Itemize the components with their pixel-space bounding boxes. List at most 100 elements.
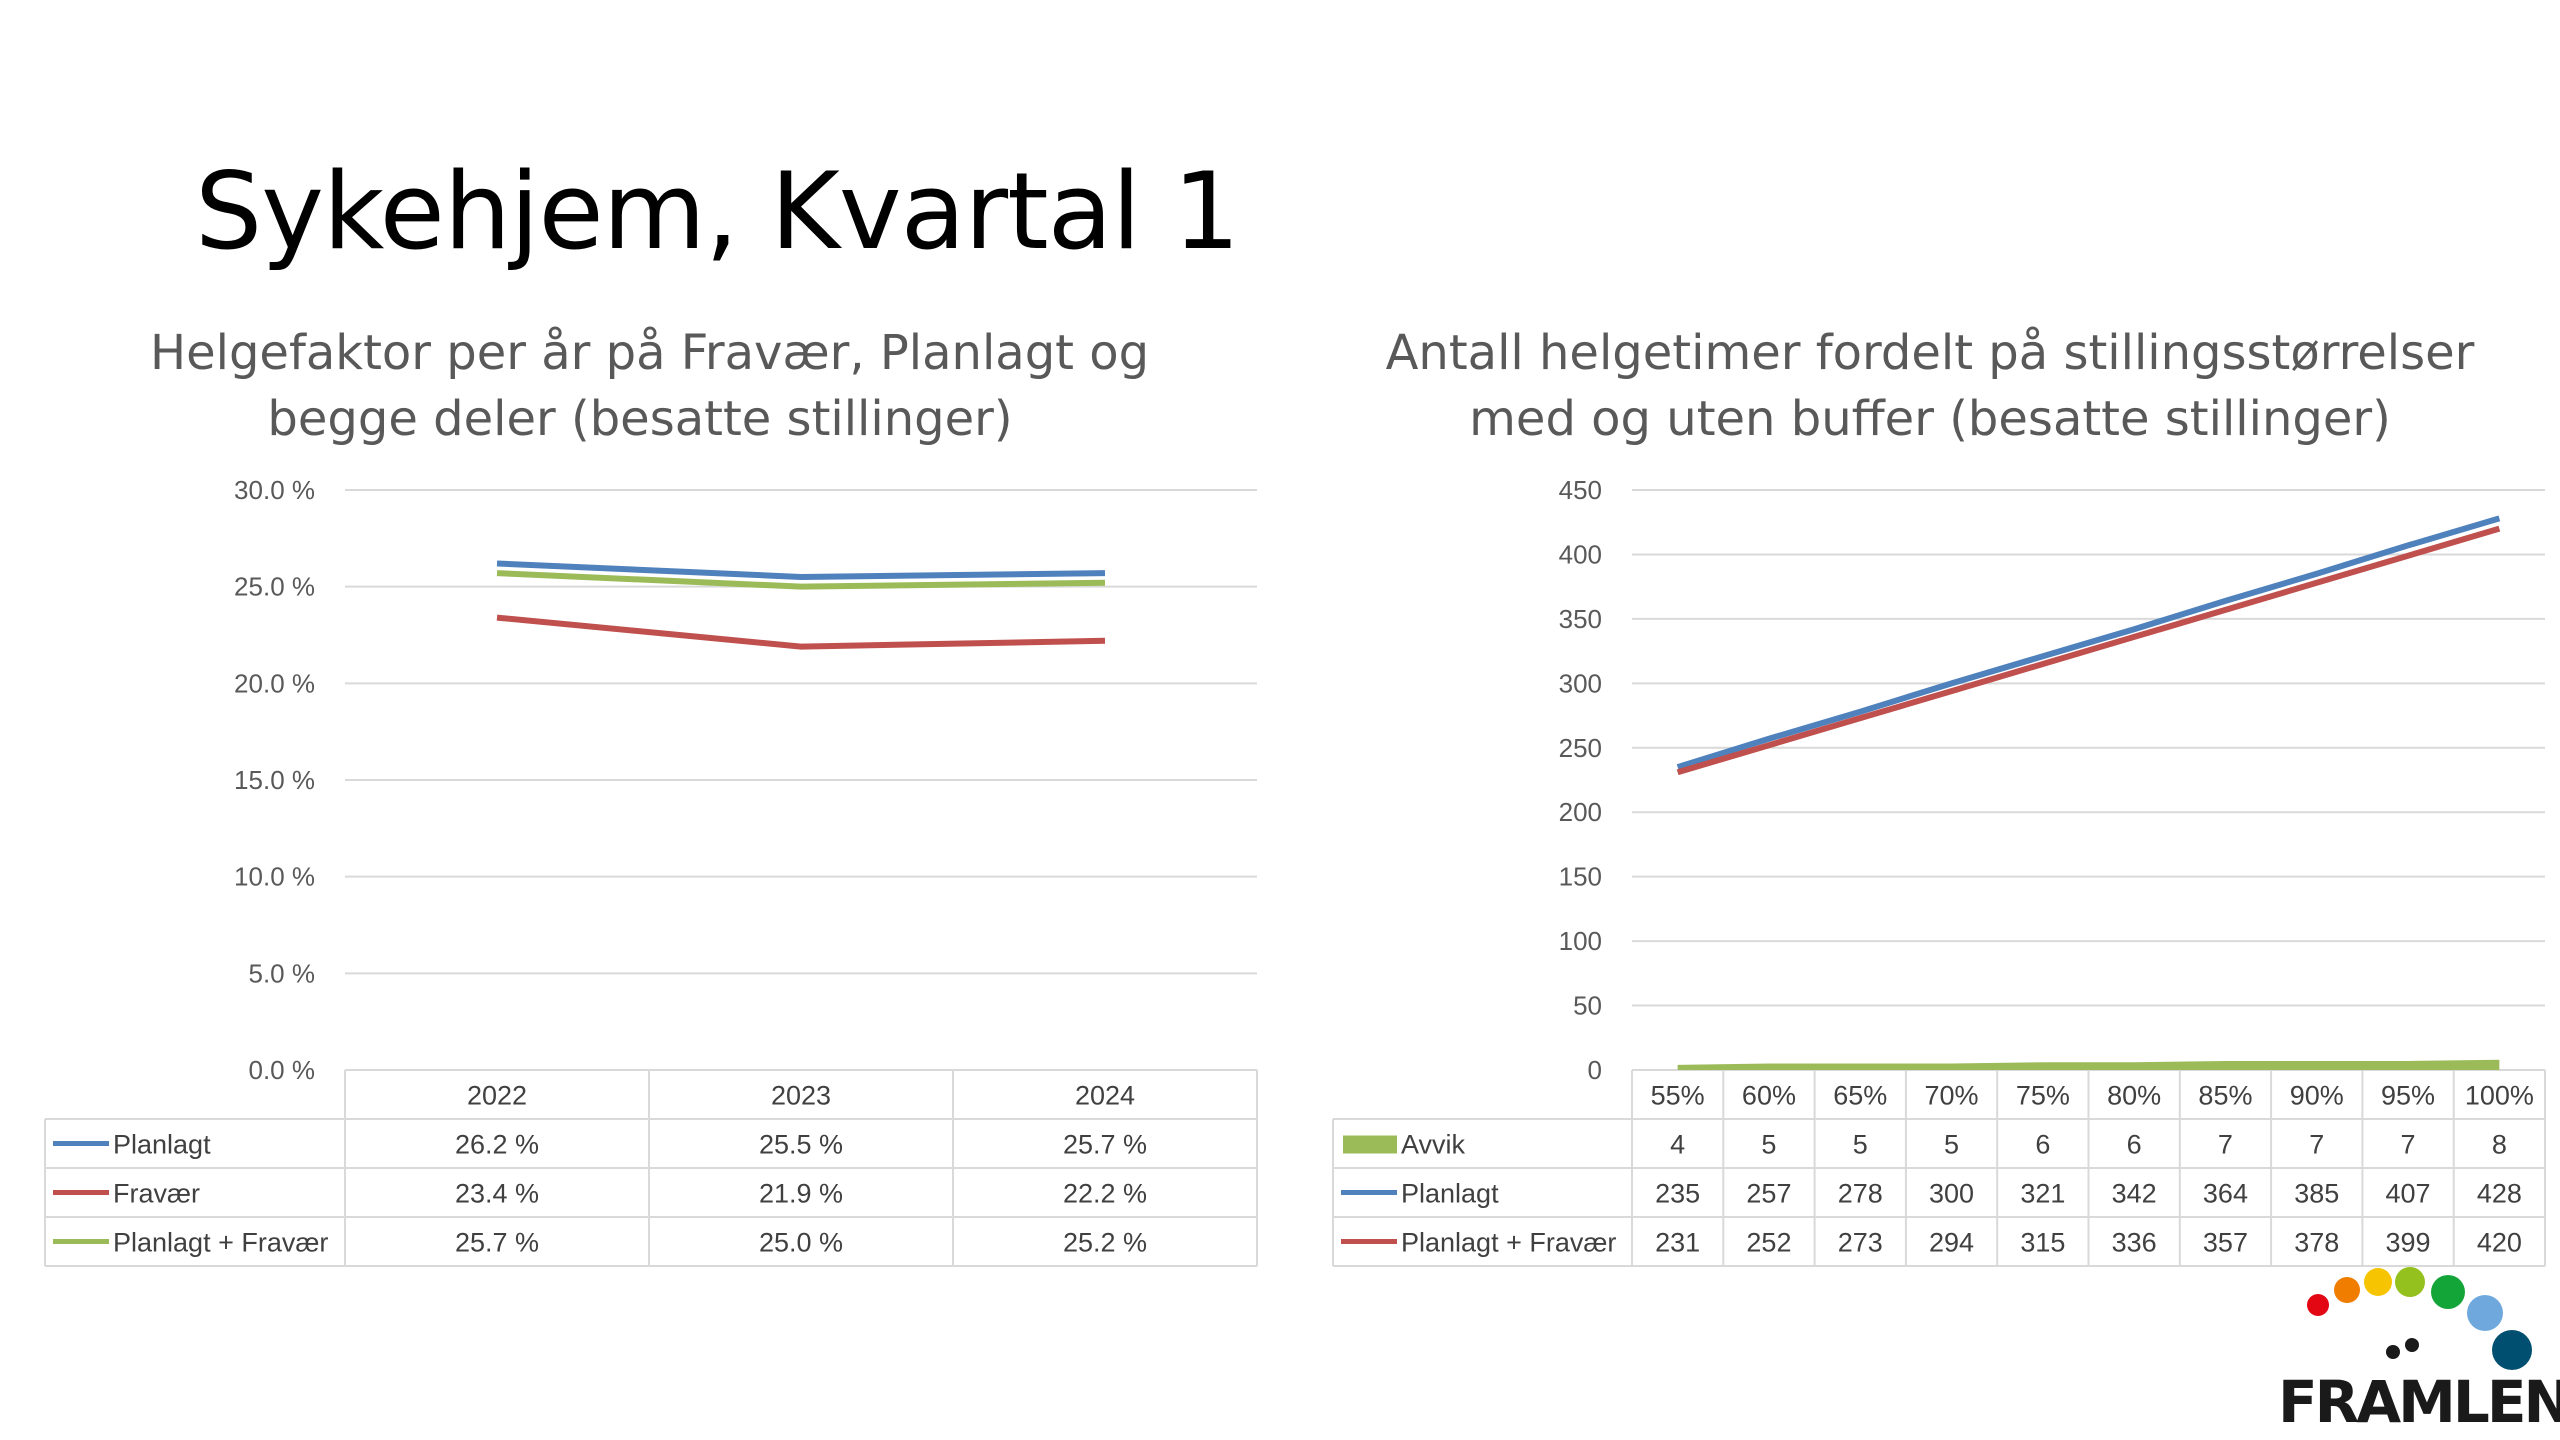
x-category-label: 55%: [1651, 1081, 1705, 1111]
series-line-2: [496, 570, 1106, 590]
y-tick-label: 25.0 %: [234, 572, 315, 602]
data-value-cell: 25.7 %: [1063, 1130, 1147, 1160]
data-value-cell: 278: [1838, 1179, 1883, 1209]
y-tick-label: 5.0 %: [249, 958, 316, 988]
x-category-label: 2024: [1075, 1081, 1135, 1111]
y-tick-label: 350: [1559, 604, 1602, 634]
data-value-cell: 5: [1944, 1130, 1959, 1160]
data-value-cell: 7: [2401, 1130, 2416, 1160]
data-value-cell: 336: [2112, 1228, 2157, 1258]
data-value-cell: 273: [1838, 1228, 1883, 1258]
legend-series-name: Avvik: [1401, 1130, 1466, 1160]
y-tick-label: 0: [1588, 1055, 1602, 1085]
y-tick-label: 250: [1559, 733, 1602, 763]
x-category-label: 2023: [771, 1081, 831, 1111]
data-value-cell: 6: [2127, 1130, 2142, 1160]
chart-2-title: Antall helgetimer fordelt på stillingsst…: [1380, 320, 2480, 452]
x-category-label: 90%: [2290, 1081, 2344, 1111]
legend-series-name: Planlagt + Fravær: [113, 1228, 328, 1258]
chart-1-title-line-1: Helgefaktor per år på Fravær, Planlagt o…: [150, 325, 1150, 381]
series-line-0: [496, 560, 1106, 580]
logo-dot: [2405, 1338, 2419, 1352]
logo-wordmark: FRAMLENT: [2278, 1368, 2560, 1436]
data-value-cell: 8: [2492, 1130, 2507, 1160]
chart-1-title-line-2: begge deler (besatte stillinger): [267, 391, 1013, 447]
data-value-cell: 5: [1761, 1130, 1776, 1160]
legend-key-avvik: [1343, 1135, 1397, 1154]
x-category-label: 60%: [1742, 1081, 1796, 1111]
chart-2-title-line-1: Antall helgetimer fordelt på stillingsst…: [1385, 325, 2475, 381]
y-tick-label: 300: [1559, 668, 1602, 698]
data-value-cell: 252: [1746, 1228, 1791, 1258]
data-value-cell: 25.0 %: [759, 1228, 843, 1258]
data-value-cell: 407: [2386, 1179, 2431, 1209]
series-area-avvik: [1677, 1059, 2500, 1070]
y-tick-label: 50: [1573, 991, 1602, 1021]
data-value-cell: 428: [2477, 1179, 2522, 1209]
chart-1-helgefaktor: 30.0 % 25.0 % 20.0 % 15.0 % 10.0 % 5.0 % 0.0 %…: [44, 475, 1258, 1267]
data-value-cell: 22.2 %: [1063, 1179, 1147, 1209]
y-tick-label: 100: [1559, 926, 1602, 956]
x-category-label: 100%: [2465, 1081, 2534, 1111]
data-value-cell: 23.4 %: [455, 1179, 539, 1209]
data-value-cell: 357: [2203, 1228, 2248, 1258]
chart-1-title: Helgefaktor per år på Fravær, Planlagt o…: [150, 320, 1150, 452]
x-category-label: 80%: [2107, 1081, 2161, 1111]
logo-dot: [2395, 1267, 2425, 1297]
data-value-cell: 25.2 %: [1063, 1228, 1147, 1258]
data-value-cell: 315: [2020, 1228, 2065, 1258]
chart-2-title-line-2: med og uten buffer (besatte stillinger): [1469, 391, 2391, 447]
data-value-cell: 321: [2020, 1179, 2065, 1209]
slide-title: Sykehjem, Kvartal 1: [195, 150, 1240, 273]
data-value-cell: 4: [1670, 1130, 1685, 1160]
data-value-cell: 25.5 %: [759, 1130, 843, 1160]
data-value-cell: 7: [2218, 1130, 2233, 1160]
logo-dot: [2364, 1268, 2392, 1296]
data-value-cell: 21.9 %: [759, 1179, 843, 1209]
y-tick-label: 10.0 %: [234, 862, 315, 892]
data-value-cell: 257: [1746, 1179, 1791, 1209]
data-value-cell: 26.2 %: [455, 1130, 539, 1160]
y-tick-label: 400: [1559, 539, 1602, 569]
y-tick-label: 150: [1559, 862, 1602, 892]
data-value-cell: 235: [1655, 1179, 1700, 1209]
legend-series-name: Planlagt: [1401, 1179, 1499, 1209]
y-tick-label: 30.0 %: [234, 475, 315, 505]
logo-dot: [2307, 1294, 2329, 1316]
logo-dot: [2431, 1275, 2465, 1309]
data-value-cell: 300: [1929, 1179, 1974, 1209]
data-value-cell: 342: [2112, 1179, 2157, 1209]
data-value-cell: 5: [1853, 1130, 1868, 1160]
data-value-cell: 25.7 %: [455, 1228, 539, 1258]
series-line-1: [1676, 515, 2501, 770]
x-category-label: 70%: [1925, 1081, 1979, 1111]
data-value-cell: 6: [2035, 1130, 2050, 1160]
y-tick-label: 200: [1559, 797, 1602, 827]
series-line-2: [1676, 525, 2501, 776]
data-value-cell: 420: [2477, 1228, 2522, 1258]
data-value-cell: 399: [2386, 1228, 2431, 1258]
x-category-label: 75%: [2016, 1081, 2070, 1111]
data-value-cell: 378: [2294, 1228, 2339, 1258]
framlent-logo: FRAMLENT: [2278, 1267, 2560, 1436]
legend-series-name: Fravær: [113, 1179, 200, 1209]
logo-dot: [2334, 1277, 2360, 1303]
data-value-cell: 294: [1929, 1228, 1974, 1258]
y-tick-label: 0.0 %: [249, 1055, 316, 1085]
chart-2-helgetimer: 450 400 350 300 250 200 150 100 50 0 55% 60% 65% 70% 7…: [1332, 475, 2546, 1267]
x-category-label: 95%: [2381, 1081, 2435, 1111]
x-category-label: 85%: [2198, 1081, 2252, 1111]
logo-dot: [2386, 1345, 2400, 1359]
y-tick-label: 15.0 %: [234, 765, 315, 795]
x-category-label: 2022: [467, 1081, 527, 1111]
y-tick-label: 450: [1559, 475, 1602, 505]
legend-series-name: Planlagt: [113, 1130, 211, 1160]
logo-dot: [2492, 1330, 2532, 1370]
data-value-cell: 231: [1655, 1228, 1700, 1258]
data-value-cell: 364: [2203, 1179, 2248, 1209]
x-category-label: 65%: [1833, 1081, 1887, 1111]
data-value-cell: 385: [2294, 1179, 2339, 1209]
data-value-cell: 7: [2309, 1130, 2324, 1160]
y-tick-label: 20.0 %: [234, 668, 315, 698]
series-line-1: [496, 614, 1106, 650]
